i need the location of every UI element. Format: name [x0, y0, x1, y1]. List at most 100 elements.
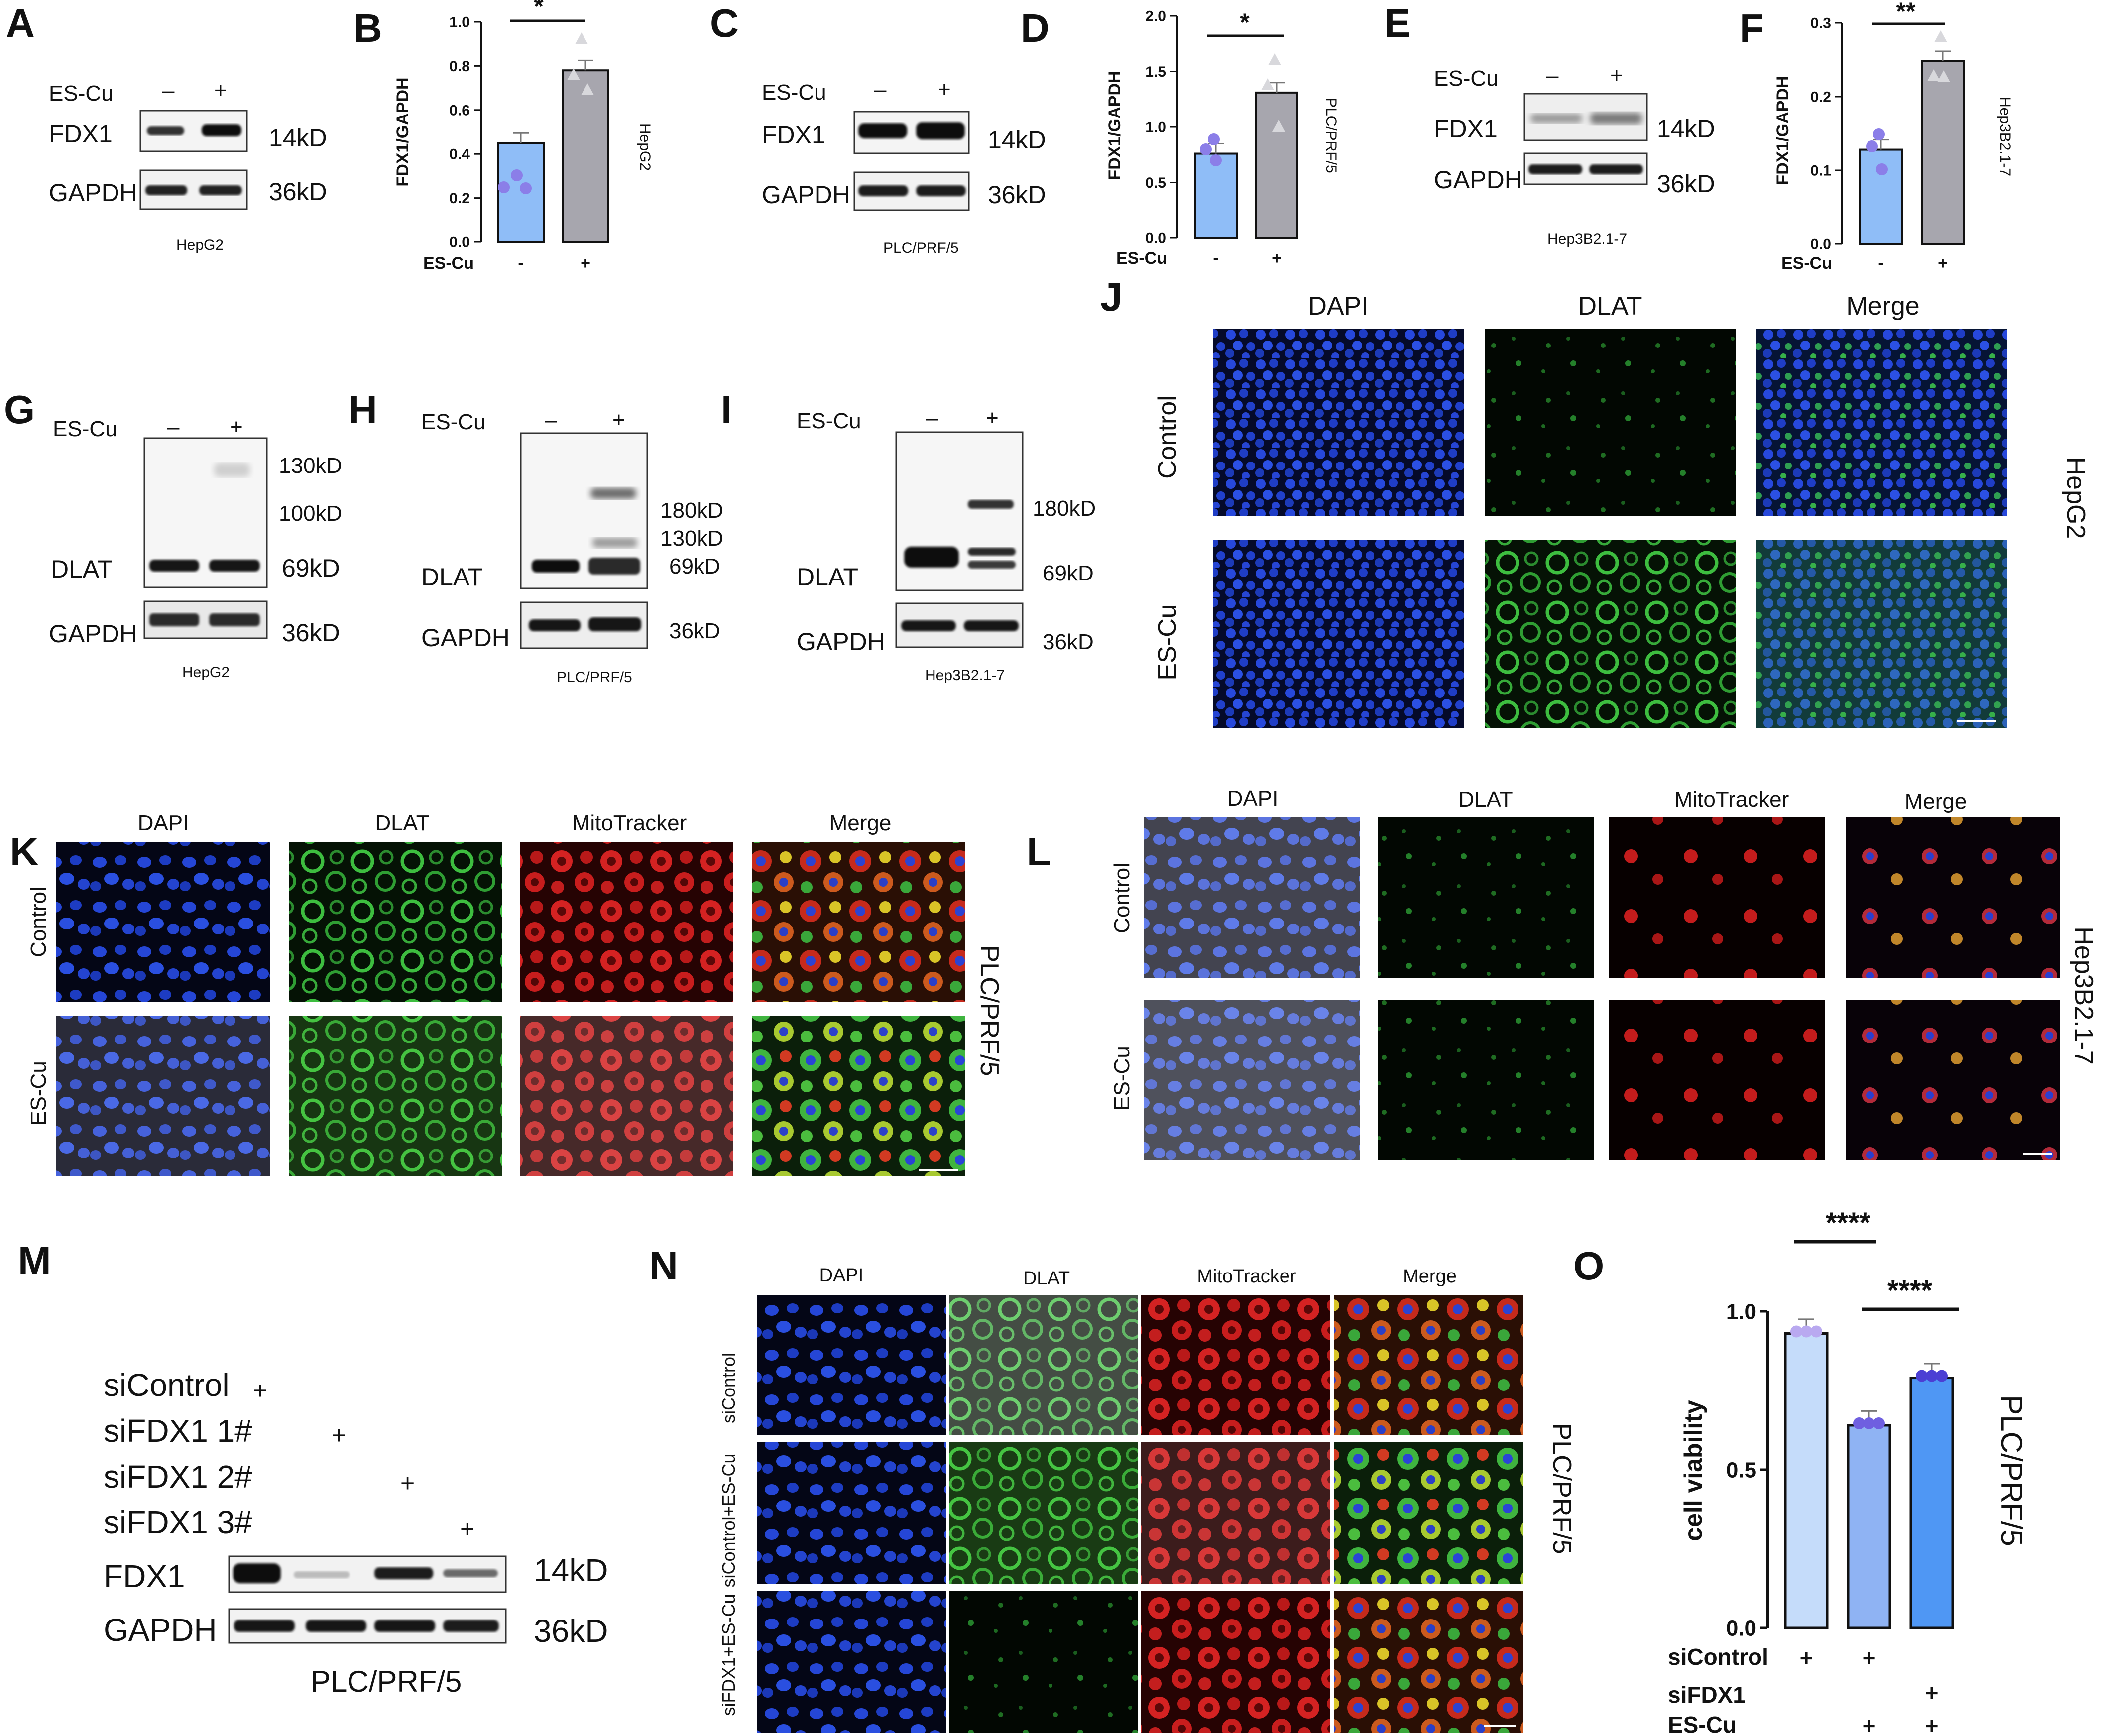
band-label-fdx1: FDX1 [49, 120, 113, 148]
band-label-dlat: DLAT [51, 555, 113, 583]
column-label: DLAT [1458, 787, 1513, 811]
data-point [511, 169, 523, 181]
blot-band [532, 560, 580, 573]
blot-band [1589, 164, 1643, 174]
column-label: DAPI [138, 811, 189, 835]
x-tick-label: + [581, 254, 590, 273]
size-label: 36kD [282, 619, 340, 647]
blot-band [1590, 113, 1642, 124]
size-label: 100kD [279, 501, 342, 526]
panel-f-bar-chart: 0.0 0.1 0.2 0.3 FDX1/GAPDH - + ES-Cu [1773, 15, 1965, 273]
data-point [575, 32, 588, 44]
y-tick-label: 0.0 [1810, 236, 1831, 253]
blot-band [968, 500, 1014, 509]
lane-plus: + [938, 77, 951, 102]
lane-minus: – [545, 408, 557, 432]
row-label: siFDX1+ES-Cu [718, 1594, 739, 1716]
significance-stars: **** [1826, 1207, 1871, 1239]
data-point [1936, 1370, 1948, 1382]
micrograph-merge [1846, 817, 2060, 978]
plus-mark: + [1863, 1713, 1876, 1736]
micrograph-overlay [1756, 540, 2007, 728]
micrograph-merge [1756, 540, 2007, 728]
size-label: 14kD [269, 124, 327, 152]
size-label: 69kD [282, 554, 340, 582]
column-label: DLAT [375, 811, 429, 835]
blot-band [858, 185, 908, 196]
size-label: 36kD [534, 1613, 608, 1649]
bar [1194, 152, 1238, 239]
significance-stars: * [1240, 8, 1250, 36]
plus-mark: + [1925, 1680, 1939, 1706]
blot-band [916, 122, 965, 139]
y-tick-label: 0.1 [1810, 163, 1831, 179]
blot-band [149, 560, 199, 572]
micrograph-dapi [1144, 1000, 1360, 1160]
panel-k-immunofluorescence: DAPI DLAT MitoTracker Merge Control ES-C… [26, 811, 1004, 1176]
size-label: 180kD [1033, 496, 1096, 521]
data-point [1272, 120, 1285, 132]
y-tick-label: 0.4 [449, 146, 470, 163]
band-label-gapdh: GAPDH [421, 624, 510, 652]
y-tick-label: 0.8 [449, 58, 470, 75]
plus-mark: + [1925, 1713, 1939, 1736]
data-point [1926, 1370, 1938, 1382]
blot-band [964, 620, 1019, 631]
y-tick-label: 0.5 [1145, 175, 1166, 191]
plus-mark: + [1800, 1645, 1813, 1671]
row-label: Control [1110, 863, 1134, 933]
y-axis-label: FDX1/GAPDH [393, 77, 412, 186]
data-point [1810, 1325, 1822, 1338]
data-point [1876, 163, 1888, 175]
micrograph-dlat [289, 1016, 502, 1176]
size-label: 130kD [660, 526, 723, 551]
micrograph-merge [1334, 1591, 1523, 1733]
micrograph-dapi [757, 1591, 946, 1733]
band-label-gapdh: GAPDH [104, 1612, 217, 1648]
y-tick-label: 1.0 [449, 14, 470, 31]
cell-line-label: Hep3B2.1-7 [1547, 231, 1627, 247]
size-label: 36kD [1657, 170, 1715, 198]
size-label: 36kD [1043, 630, 1094, 654]
size-label: 14kD [534, 1552, 608, 1588]
panel-letter-o: O [1573, 1244, 1604, 1288]
x-tick-label: + [1272, 249, 1282, 268]
factor-label: siControl [1668, 1644, 1768, 1670]
micrograph-overlay [289, 1016, 502, 1176]
data-point [581, 83, 594, 95]
lane-minus: – [926, 406, 938, 430]
data-point [1866, 140, 1878, 152]
micrograph-mito [1141, 1591, 1330, 1733]
cell-line-label: PLC/PRF/5 [883, 240, 959, 256]
micrograph-merge [1756, 329, 2007, 516]
micrograph-dapi [1213, 329, 1464, 516]
band-label-gapdh: GAPDH [49, 179, 137, 207]
column-label: Merge [1846, 292, 1919, 321]
cell-line-label: Hep3B2.1-7 [925, 667, 1005, 684]
blot-band [145, 185, 187, 195]
data-point [1800, 1325, 1812, 1338]
column-label: Merge [1905, 789, 1967, 813]
bar [1921, 60, 1965, 245]
blot-band [149, 613, 199, 626]
panel-letter-j: J [1100, 275, 1123, 319]
micrograph-mito [1609, 1000, 1825, 1160]
size-label: 130kD [279, 454, 342, 478]
panel-i-western-blot: ES-Cu – + DLAT GAPDH 180kD 69kD 36kD Hep… [797, 406, 1096, 684]
blot-band [374, 1567, 433, 1579]
bar [562, 69, 609, 243]
cell-line-label: HepG2 [182, 664, 230, 681]
blot-band [916, 185, 966, 196]
panel-o-bar-chart: 0.0 0.5 1.0 cell viability [1679, 1299, 1954, 1640]
cell-line-label: PLC/PRF/5 [557, 669, 632, 686]
lane-plus: + [1610, 63, 1623, 88]
cell-line-label: HepG2 [176, 237, 224, 253]
size-label: 36kD [988, 181, 1046, 209]
micrograph-dlat [949, 1442, 1138, 1584]
x-axis-label: ES-Cu [1781, 254, 1832, 273]
blot-band [306, 1620, 366, 1632]
size-label: 69kD [1043, 561, 1094, 585]
band-label-gapdh: GAPDH [49, 620, 137, 648]
cell-line-label: PLC/PRF/5 [311, 1665, 462, 1698]
